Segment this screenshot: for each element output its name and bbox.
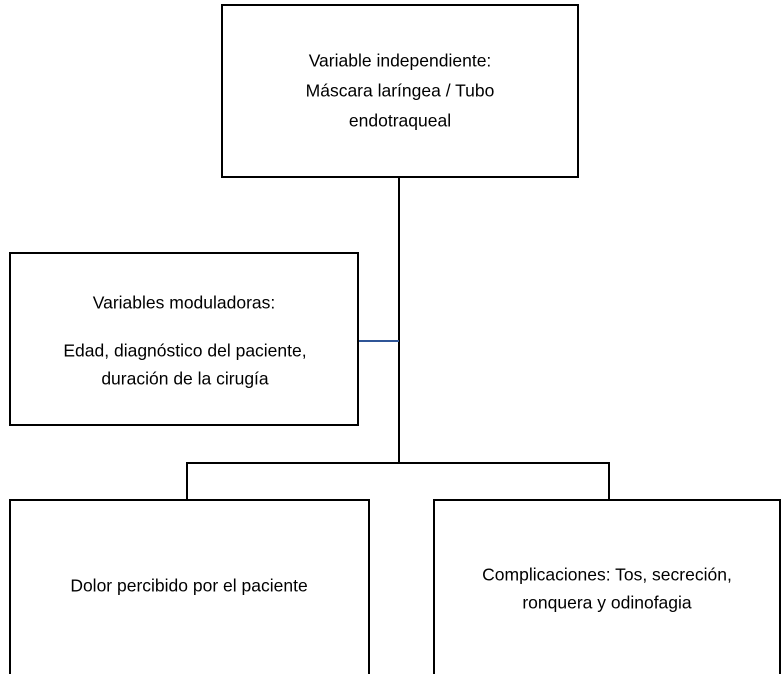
- node-text: Variables moduladoras:: [93, 293, 276, 313]
- node-text: endotraqueal: [349, 111, 451, 131]
- node-text: Variable independiente:: [309, 51, 492, 71]
- node-box: [221, 4, 579, 178]
- node-text: Dolor percibido por el paciente: [70, 576, 307, 596]
- node-text: Máscara laríngea / Tubo: [306, 81, 495, 101]
- node-box: [9, 499, 370, 674]
- node-text: ronquera y odinofagia: [522, 593, 692, 613]
- node-text: Edad, diagnóstico del paciente,: [63, 341, 306, 361]
- node-box: [433, 499, 781, 674]
- node-box: [9, 252, 359, 426]
- node-text: duración de la cirugía: [101, 369, 269, 389]
- node-text: Complicaciones: Tos, secreción,: [482, 565, 732, 585]
